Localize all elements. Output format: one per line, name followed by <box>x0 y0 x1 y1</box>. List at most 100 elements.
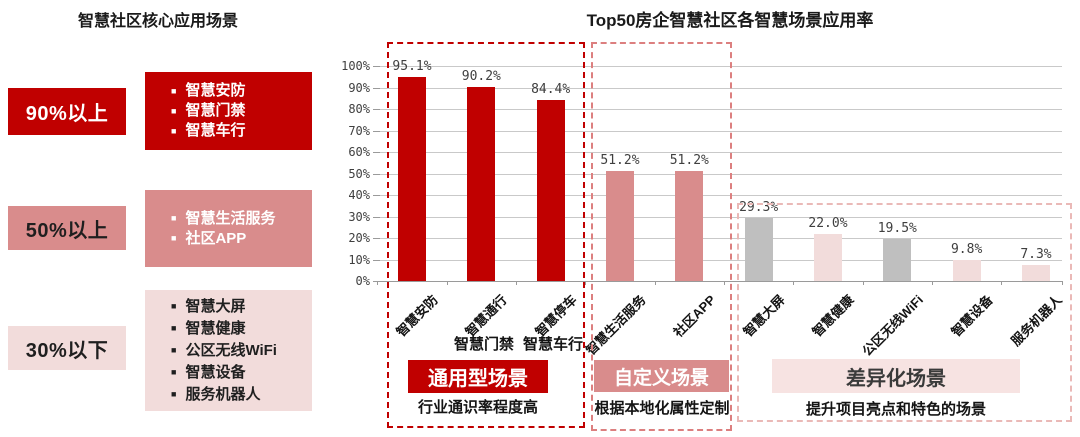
bar-value-label: 95.1% <box>392 58 432 74</box>
section-caption: 行业通识率程度高 <box>417 399 539 416</box>
y-axis-tick-label: 30% <box>348 209 370 224</box>
gridline <box>380 87 1062 89</box>
tier-level-badge: 50%以上 <box>8 206 126 250</box>
gridline <box>380 216 1062 218</box>
chart-title: Top50房企智慧社区各智慧场景应用率 <box>586 11 874 30</box>
bullet-square-icon: ■ <box>171 389 177 399</box>
gridline <box>380 195 1062 196</box>
bar-value-label: 22.0% <box>808 215 848 231</box>
bullet-square-icon: ■ <box>171 105 177 116</box>
gridline <box>380 259 1062 261</box>
gridline <box>380 173 1062 175</box>
bar-value-label: 51.2% <box>600 152 640 168</box>
bar-value-label: 90.2% <box>461 69 501 85</box>
axis-tick <box>373 87 380 89</box>
tier-item-label: 智慧设备 <box>185 363 246 381</box>
y-axis-tick-label: 40% <box>348 188 370 202</box>
bullet-square-icon: ■ <box>171 213 177 223</box>
y-axis-tick-label: 70% <box>348 123 370 138</box>
axis-tick <box>446 281 448 285</box>
tier-item: ■ 智慧门禁 <box>171 101 312 121</box>
bullet-square-icon: ■ <box>171 233 177 243</box>
axis-tick <box>373 173 380 175</box>
tier-item-label: 智慧门禁 <box>185 102 246 119</box>
y-axis-tick-label: 20% <box>348 231 370 245</box>
gridline <box>380 109 1062 110</box>
y-axis-tick-label: 0% <box>355 274 370 288</box>
tier-item-label: 智慧生活服务 <box>185 209 276 227</box>
axis-tick <box>373 216 380 218</box>
axis-tick <box>373 259 380 261</box>
section-caption: 根据本地化属性定制 <box>594 400 730 417</box>
tier-item: ■ 智慧安防 <box>171 81 312 101</box>
section-label: 自定义场景 <box>594 360 729 392</box>
tier-items-box: ■ 智慧生活服务 ■ 社区APP <box>145 190 312 267</box>
tier-item: ■ 服务机器人 <box>171 384 312 406</box>
bar-value-label: 84.4% <box>531 81 571 97</box>
bullet-square-icon: ■ <box>171 125 177 136</box>
tier-items-box: ■ 智慧安防 ■ 智慧门禁 ■ 智慧车行 <box>145 72 312 150</box>
tier-item-label: 服务机器人 <box>185 385 261 403</box>
bullet-square-icon: ■ <box>171 345 177 355</box>
axis-tick <box>373 152 380 153</box>
gridline <box>380 238 1062 239</box>
bar-value-label: 51.2% <box>669 152 709 168</box>
y-axis-tick-label: 90% <box>348 80 370 95</box>
gridline <box>380 66 1062 67</box>
gridline <box>380 152 1062 153</box>
axis-tick <box>373 195 380 196</box>
axis-tick <box>515 281 517 285</box>
section-caption: 提升项目亮点和特色的场景 <box>805 401 987 418</box>
chart-bar <box>952 259 981 281</box>
tier-item-label: 智慧安防 <box>185 82 246 99</box>
axis-tick <box>862 281 864 285</box>
axis-tick <box>377 281 379 285</box>
axis-tick <box>1001 281 1003 285</box>
y-axis-tick-label: 100% <box>341 59 370 73</box>
section-outline-box <box>591 42 732 431</box>
y-axis-tick-label: 60% <box>348 145 370 159</box>
y-axis-tick-label: 50% <box>348 166 370 181</box>
x-axis-line <box>380 281 1062 282</box>
chart-bar <box>675 170 704 281</box>
gridline <box>380 130 1062 132</box>
bullet-square-icon: ■ <box>171 367 177 377</box>
bullet-square-icon: ■ <box>171 85 177 96</box>
tier-item: ■ 智慧设备 <box>171 362 312 384</box>
axis-tick <box>373 281 380 282</box>
tier-item: ■ 智慧大屏 <box>171 296 312 318</box>
axis-tick <box>373 238 380 239</box>
axis-tick <box>931 281 933 285</box>
axis-tick <box>373 130 380 132</box>
bullet-square-icon: ■ <box>171 301 177 311</box>
tier-item-label: 智慧健康 <box>185 319 246 337</box>
chart-bar <box>536 99 565 281</box>
bar-value-label: 19.5% <box>877 221 917 237</box>
axis-tick <box>1062 281 1063 285</box>
section-outline-box <box>737 203 1072 422</box>
tier-item: ■ 智慧车行 <box>171 121 312 141</box>
bar-value-label: 9.8% <box>950 241 983 257</box>
axis-tick <box>585 281 587 285</box>
axis-tick <box>373 66 380 67</box>
left-panel-title: 智慧社区核心应用场景 <box>77 13 238 30</box>
tier-level-badge: 90%以上 <box>8 88 126 135</box>
axis-tick <box>654 281 656 285</box>
axis-tick <box>723 281 725 285</box>
y-axis-tick-label: 10% <box>348 252 370 267</box>
tier-item: ■ 智慧健康 <box>171 318 312 340</box>
section-label: 差异化场景 <box>772 359 1020 393</box>
chart-bar <box>1021 265 1050 281</box>
axis-annotation-label: 智慧车行 <box>522 336 584 353</box>
axis-tick <box>793 281 795 285</box>
chart-bar <box>883 239 912 281</box>
axis-tick <box>373 109 380 110</box>
y-axis-tick-label: 80% <box>348 102 370 116</box>
tier-items-box: ■ 智慧大屏 ■ 智慧健康 ■ 公区无线WiFi ■ 智慧设备 ■ 服务机器人 <box>145 290 312 411</box>
tier-item-label: 智慧车行 <box>185 122 246 139</box>
bar-value-label: 7.3% <box>1020 247 1052 263</box>
tier-item-label: 社区APP <box>185 229 247 247</box>
section-outline-box <box>387 42 585 428</box>
axis-annotation-label: 智慧门禁 <box>453 336 515 353</box>
